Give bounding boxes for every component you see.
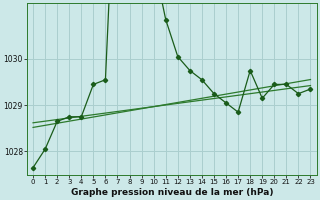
X-axis label: Graphe pression niveau de la mer (hPa): Graphe pression niveau de la mer (hPa) <box>70 188 273 197</box>
